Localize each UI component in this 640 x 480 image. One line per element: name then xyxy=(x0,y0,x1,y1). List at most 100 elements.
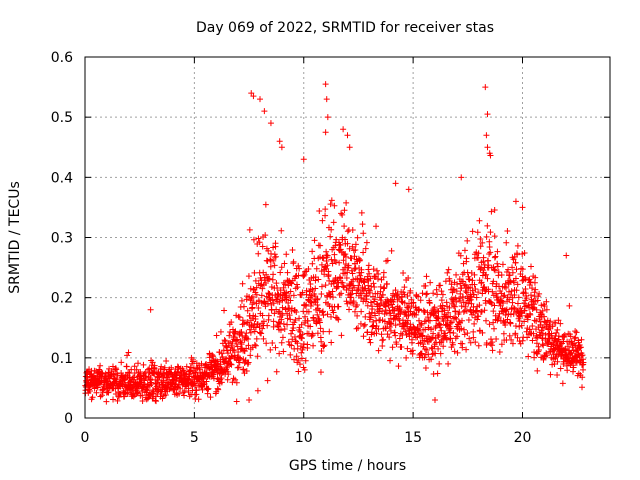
data-point xyxy=(245,359,252,366)
data-point xyxy=(192,382,199,389)
data-point xyxy=(298,349,305,356)
data-point xyxy=(572,334,579,341)
data-point xyxy=(407,287,414,294)
data-point xyxy=(272,253,279,260)
data-point xyxy=(196,364,203,371)
data-point xyxy=(320,312,327,319)
data-point xyxy=(318,261,325,268)
data-point xyxy=(397,330,404,337)
data-point xyxy=(557,320,564,327)
data-point xyxy=(149,359,156,366)
data-point xyxy=(342,253,349,260)
data-point xyxy=(285,306,292,313)
data-point xyxy=(545,331,552,338)
data-point xyxy=(418,320,425,327)
data-point xyxy=(189,356,196,363)
data-point xyxy=(578,352,585,359)
data-point xyxy=(337,275,344,282)
data-point xyxy=(423,291,430,298)
data-point xyxy=(474,229,481,236)
data-point xyxy=(387,327,394,334)
data-point xyxy=(296,315,303,322)
data-point xyxy=(402,309,409,316)
data-point xyxy=(250,93,257,100)
data-point xyxy=(464,237,471,244)
data-point xyxy=(477,235,484,242)
data-point xyxy=(578,336,585,343)
data-point xyxy=(338,290,345,297)
data-point xyxy=(469,228,476,235)
data-point xyxy=(313,265,320,272)
data-point xyxy=(255,250,262,257)
data-point xyxy=(387,357,394,364)
data-point xyxy=(344,269,351,276)
data-point xyxy=(365,262,372,269)
data-point xyxy=(506,332,513,339)
data-point xyxy=(264,300,271,307)
data-point xyxy=(330,219,337,226)
data-point xyxy=(498,341,505,348)
data-point xyxy=(437,350,444,357)
data-point xyxy=(205,385,212,392)
x-tick-label: 0 xyxy=(81,430,90,446)
data-point xyxy=(454,333,461,340)
data-point xyxy=(339,279,346,286)
data-point xyxy=(443,336,450,343)
data-point xyxy=(305,266,312,273)
data-point xyxy=(445,360,452,367)
data-point xyxy=(515,294,522,301)
data-point xyxy=(461,282,468,289)
data-point xyxy=(486,250,493,257)
data-point xyxy=(557,365,564,372)
data-point xyxy=(276,350,283,357)
data-point xyxy=(307,280,314,287)
data-point xyxy=(254,353,261,360)
data-point xyxy=(248,90,255,97)
data-point xyxy=(309,260,316,267)
data-point xyxy=(117,391,124,398)
data-point xyxy=(342,251,349,258)
data-point xyxy=(121,393,128,400)
data-point xyxy=(351,253,358,260)
data-point xyxy=(280,279,287,286)
data-point xyxy=(330,309,337,316)
data-point xyxy=(322,212,329,219)
data-point xyxy=(526,326,533,333)
data-point xyxy=(128,366,135,373)
data-point xyxy=(358,294,365,301)
data-point xyxy=(392,180,399,187)
data-point xyxy=(482,317,489,324)
data-point xyxy=(451,348,458,355)
data-point xyxy=(287,351,294,358)
data-point xyxy=(328,197,335,204)
data-point xyxy=(310,342,317,349)
data-point xyxy=(357,257,364,264)
data-point xyxy=(241,348,248,355)
data-point xyxy=(234,336,241,343)
data-point xyxy=(287,288,294,295)
data-point xyxy=(506,272,513,279)
data-point xyxy=(529,304,536,311)
data-point xyxy=(267,256,274,263)
data-point xyxy=(410,330,417,337)
data-point xyxy=(193,365,200,372)
data-point xyxy=(523,295,530,302)
data-point xyxy=(448,319,455,326)
data-point xyxy=(349,243,356,250)
data-point xyxy=(253,284,260,291)
data-point xyxy=(459,340,466,347)
data-point xyxy=(133,366,140,373)
data-point xyxy=(457,290,464,297)
data-point xyxy=(272,344,279,351)
data-point xyxy=(452,314,459,321)
data-point xyxy=(460,278,467,285)
data-point xyxy=(262,201,269,208)
data-point xyxy=(541,313,548,320)
data-point xyxy=(452,308,459,315)
data-point xyxy=(113,366,120,373)
data-point xyxy=(123,363,130,370)
data-point xyxy=(435,314,442,321)
data-point xyxy=(238,328,245,335)
data-point xyxy=(484,222,491,229)
data-point xyxy=(546,321,553,328)
